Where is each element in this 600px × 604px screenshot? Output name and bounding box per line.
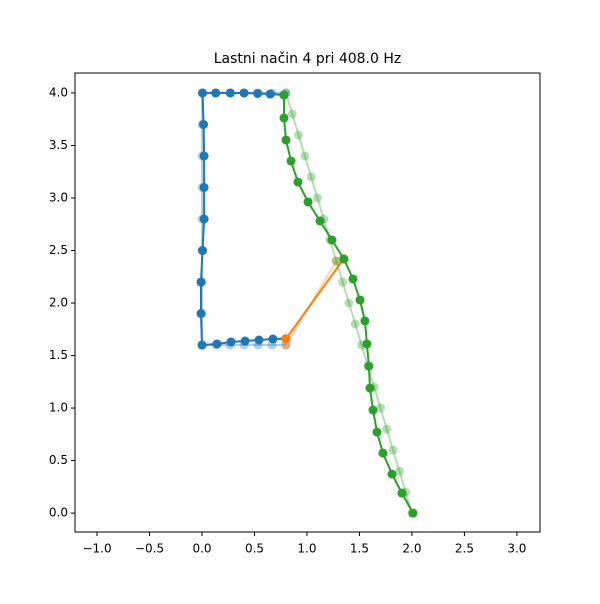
point xyxy=(331,256,341,266)
point xyxy=(281,135,291,145)
point xyxy=(226,337,236,347)
point xyxy=(344,298,354,308)
point xyxy=(239,88,249,98)
point xyxy=(397,488,407,498)
point xyxy=(265,89,275,99)
point xyxy=(198,88,208,98)
point xyxy=(375,403,385,413)
x-tick-label: 3.0 xyxy=(507,542,526,556)
point xyxy=(382,424,392,434)
point xyxy=(300,151,310,161)
x-tick-label: 2.5 xyxy=(455,542,474,556)
point xyxy=(196,309,206,319)
point xyxy=(199,151,209,161)
point xyxy=(199,214,209,224)
point xyxy=(394,466,404,476)
series-line xyxy=(285,92,413,514)
y-tick-label: 1.0 xyxy=(49,401,68,415)
point xyxy=(268,334,278,344)
point xyxy=(303,197,313,207)
point xyxy=(254,335,264,345)
x-tick-label: 1.5 xyxy=(350,542,369,556)
point xyxy=(306,172,316,182)
point xyxy=(355,295,365,305)
y-tick-label: 2.0 xyxy=(49,296,68,310)
point xyxy=(294,130,304,140)
point xyxy=(348,274,358,284)
point xyxy=(253,88,263,98)
x-tick-label: 1.0 xyxy=(297,542,316,556)
point xyxy=(281,334,291,344)
point xyxy=(198,246,208,256)
y-tick-label: 1.5 xyxy=(49,348,68,362)
point xyxy=(368,405,378,415)
point xyxy=(331,256,341,266)
point xyxy=(240,336,250,346)
series-line xyxy=(285,258,345,340)
point xyxy=(338,277,348,287)
point xyxy=(212,339,222,349)
point xyxy=(225,88,235,98)
series-line xyxy=(199,91,287,347)
point xyxy=(372,427,382,437)
y-tick-label: 4.0 xyxy=(49,85,68,99)
y-tick-label: 0.0 xyxy=(49,506,68,520)
x-tick-label: 0.5 xyxy=(245,542,264,556)
x-tick-label: −1.0 xyxy=(82,542,111,556)
y-tick-label: 0.5 xyxy=(49,453,68,467)
point xyxy=(293,177,303,187)
plot-frame xyxy=(74,72,541,533)
point xyxy=(378,448,388,458)
point xyxy=(365,383,375,393)
y-tick-label: 3.0 xyxy=(49,190,68,204)
point xyxy=(350,319,360,329)
chart-title: Lastni način 4 pri 408.0 Hz xyxy=(214,51,401,67)
point xyxy=(281,340,291,350)
x-tick-label: 2.0 xyxy=(402,542,421,556)
point xyxy=(199,182,209,192)
point xyxy=(362,339,372,349)
point xyxy=(388,445,398,455)
point xyxy=(327,235,337,245)
point xyxy=(199,119,209,129)
point xyxy=(279,90,289,100)
point xyxy=(387,469,397,479)
point xyxy=(360,316,370,326)
point xyxy=(197,340,207,350)
point xyxy=(281,340,291,350)
point xyxy=(279,113,289,123)
point xyxy=(408,508,418,518)
point xyxy=(286,156,296,166)
point xyxy=(211,88,221,98)
y-tick-label: 2.5 xyxy=(49,243,68,257)
y-tick-label: 3.5 xyxy=(49,138,68,152)
x-tick-label: −0.5 xyxy=(135,542,164,556)
point xyxy=(364,361,374,371)
series-line xyxy=(201,91,286,347)
point xyxy=(287,109,297,119)
point xyxy=(312,193,322,203)
point xyxy=(339,254,349,264)
x-tick-label: 0.0 xyxy=(192,542,211,556)
point xyxy=(196,277,206,287)
point xyxy=(315,216,325,226)
